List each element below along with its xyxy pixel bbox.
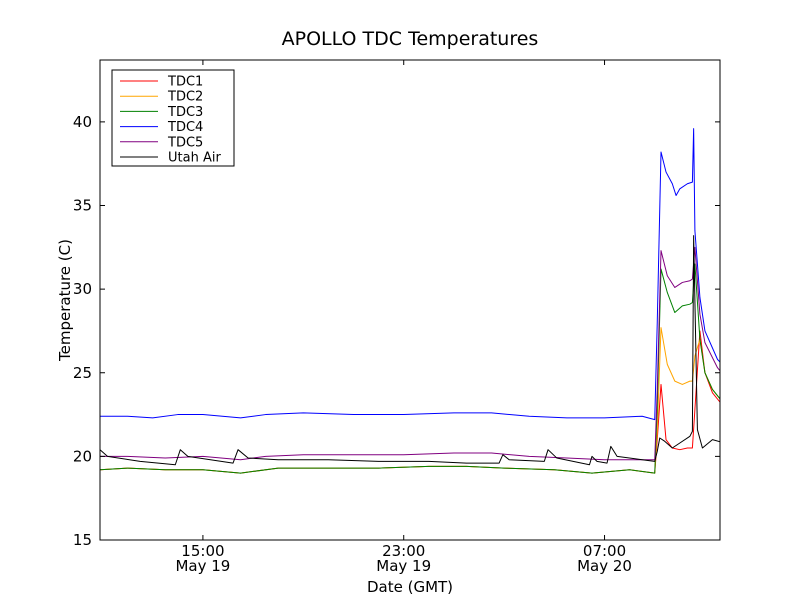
- x-tick-time-label: 15:00: [181, 542, 224, 560]
- y-tick-label: 15: [73, 531, 92, 549]
- x-tick-date-label: May 19: [376, 557, 431, 575]
- series-layer: [100, 128, 720, 474]
- y-tick-label: 35: [73, 197, 92, 215]
- chart-title: APOLLO TDC Temperatures: [282, 28, 539, 50]
- y-tick-label: 25: [73, 364, 92, 382]
- x-tick-date-label: May 20: [577, 557, 632, 575]
- legend-box: [111, 69, 235, 167]
- x-tick-time-label: 23:00: [382, 542, 425, 560]
- legend-label-tdc2: TDC2: [167, 90, 203, 105]
- series-line-tdc3: [100, 263, 720, 474]
- legend-label-tdc3: TDC3: [167, 105, 203, 120]
- y-axis: 15 20 25 30 35 40: [73, 113, 720, 549]
- x-tick-time-label: 07:00: [583, 542, 626, 560]
- legend-label-utah-air: Utah Air: [168, 151, 221, 166]
- y-tick-label: 40: [73, 113, 92, 131]
- legend-label-tdc1: TDC1: [167, 75, 203, 90]
- plot-frame: [99, 59, 721, 541]
- series-line-tdc5: [100, 246, 720, 461]
- y-tick-label: 20: [73, 447, 92, 465]
- y-axis-label: Temperature (C): [56, 239, 74, 362]
- legend-label-tdc4: TDC4: [167, 120, 203, 135]
- series-line-utah-air: [100, 235, 720, 466]
- y-tick-label: 30: [73, 280, 92, 298]
- x-tick-date-label: May 19: [175, 557, 230, 575]
- series-line-tdc4: [100, 128, 720, 421]
- x-axis-label: Date (GMT): [367, 578, 453, 596]
- legend-label-tdc5: TDC5: [167, 135, 203, 150]
